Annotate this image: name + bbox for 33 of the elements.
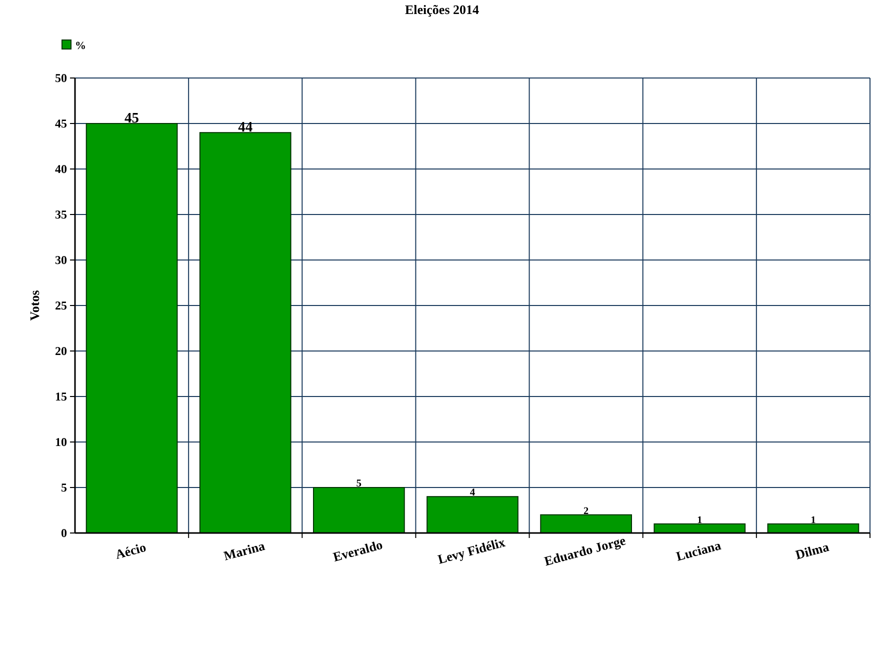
- data-label: 44: [238, 120, 253, 136]
- data-label: 2: [584, 506, 589, 517]
- chart-title: Eleições 2014: [404, 2, 480, 17]
- y-tick-label: 25: [55, 298, 67, 313]
- y-tick-label: 15: [55, 390, 67, 404]
- y-tick-label: 40: [55, 162, 67, 176]
- x-tick-label: Dilma: [794, 538, 831, 562]
- data-label: 1: [810, 514, 816, 526]
- data-label: 45: [124, 110, 140, 126]
- y-tick-label: 20: [55, 344, 67, 358]
- bar: [313, 487, 405, 534]
- y-tick-label: 35: [55, 208, 67, 222]
- y-axis-title: Votos: [27, 290, 42, 321]
- bar: [540, 514, 632, 534]
- y-tick-label: 50: [55, 71, 67, 86]
- x-tick-label: Everaldo: [331, 536, 384, 564]
- x-tick-label: Luciana: [674, 537, 723, 564]
- bar: [86, 123, 178, 534]
- data-label: 5: [356, 478, 362, 490]
- y-tick-label: 45: [55, 116, 67, 131]
- x-tick-label: Eduardo Jorge: [542, 532, 628, 569]
- data-label: 4: [470, 488, 476, 499]
- x-tick-label: Marina: [222, 538, 267, 564]
- x-tick-label: Aécio: [114, 539, 148, 562]
- legend-label: %: [75, 40, 86, 52]
- data-label: 1: [697, 514, 702, 526]
- y-tick-label: 5: [61, 480, 67, 495]
- y-tick-label: 0: [61, 526, 67, 540]
- bar: [426, 496, 518, 534]
- y-tick-label: 30: [55, 253, 67, 268]
- x-tick-label: Levy Fidélix: [436, 534, 508, 567]
- bar: [199, 132, 292, 534]
- y-tick-label: 10: [55, 435, 67, 450]
